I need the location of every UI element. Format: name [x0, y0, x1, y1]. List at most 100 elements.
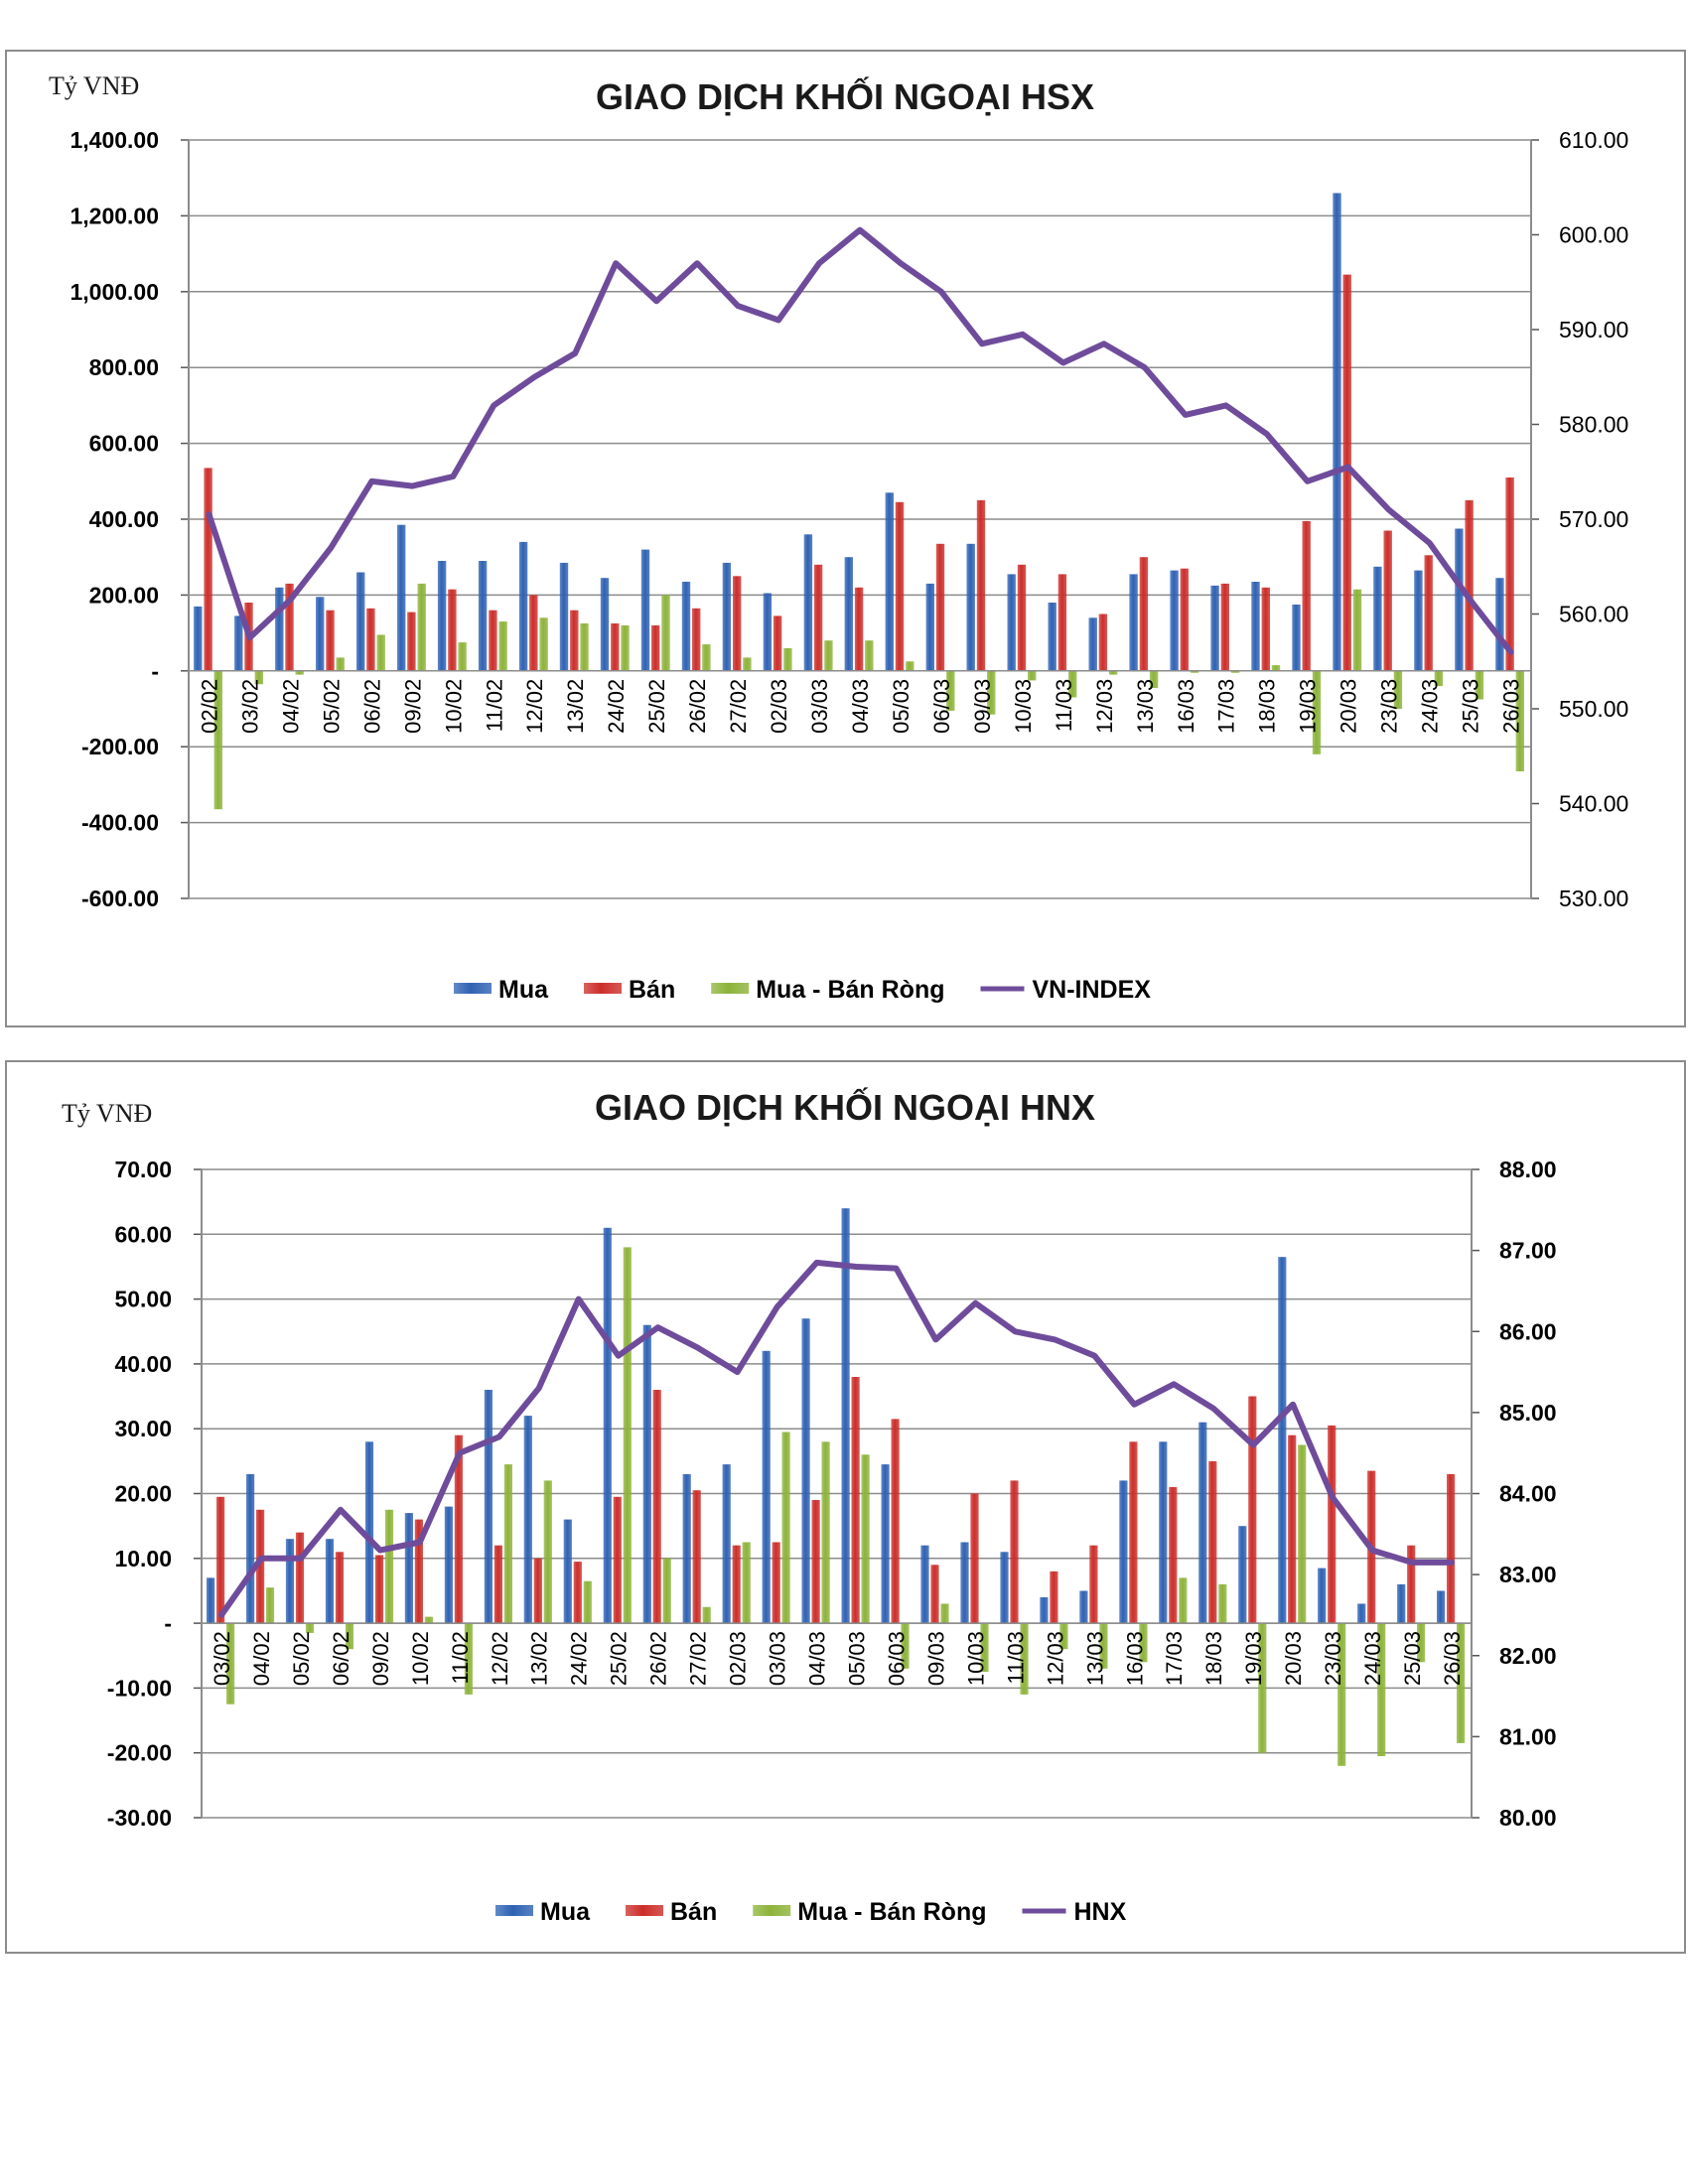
hsx-net-bar — [1190, 670, 1199, 673]
hnx-ban-bar — [1208, 1460, 1217, 1624]
hnx-net-bar — [384, 1509, 394, 1624]
hsx-ban-bar — [204, 468, 212, 671]
hnx-mua-bar — [484, 1390, 492, 1624]
hnx-mua-bar — [1397, 1583, 1406, 1624]
hsx-mua-bar — [1170, 570, 1179, 671]
hnx-net-bar — [1139, 1623, 1148, 1663]
hsx-mua-bar — [559, 562, 569, 671]
hnx-ban-bar — [1328, 1425, 1336, 1624]
hnx-mua-bar — [841, 1208, 850, 1624]
hnx-unit-label: Tỷ VNĐ — [62, 1099, 152, 1128]
hnx-mua-bar — [642, 1324, 651, 1624]
hsx-y2-tick-label: 540.00 — [1559, 791, 1628, 817]
hnx-net-bar — [1258, 1623, 1267, 1753]
hnx-ban-bar — [573, 1562, 582, 1624]
hnx-mua-bar — [563, 1519, 572, 1624]
hnx-net-bar — [1099, 1623, 1108, 1669]
hnx-x-tick-label: 13/02 — [527, 1631, 552, 1686]
hnx-mua-bar — [285, 1539, 295, 1624]
hsx-net-bar — [865, 640, 874, 671]
hsx-x-tick-label: 12/02 — [522, 679, 547, 734]
hnx-legend-swatch-mua — [495, 1905, 533, 1916]
hnx-net-bar — [742, 1542, 751, 1624]
hnx-y-tick-label: 40.00 — [114, 1351, 172, 1377]
hsx-x-tick-label: 13/03 — [1133, 679, 1158, 734]
hnx-x-tick-label: 04/02 — [249, 1631, 274, 1686]
hsx-net-bar — [1149, 670, 1159, 688]
hsx-net-bar — [580, 623, 589, 671]
hsx-ban-bar — [1302, 520, 1311, 671]
hsx-legend-label: VN-INDEX — [1033, 976, 1152, 1004]
hnx-y-tick-label: -10.00 — [107, 1675, 172, 1701]
hnx-ban-bar — [1288, 1434, 1297, 1624]
hnx-x-tick-label: 12/03 — [1043, 1631, 1067, 1686]
hnx-x-tick-label: 18/03 — [1201, 1631, 1226, 1686]
hsx-net-bar — [743, 657, 752, 671]
hsx-mua-bar — [1210, 585, 1219, 671]
hsx-ban-bar — [935, 543, 945, 671]
hnx-mua-bar — [1159, 1441, 1168, 1624]
hsx-x-tick-label: 04/02 — [278, 679, 303, 734]
hsx-x-tick-label: 09/02 — [400, 679, 425, 734]
hnx-net-bar — [623, 1247, 632, 1624]
hsx-net-bar — [1515, 670, 1524, 771]
hnx-x-tick-label: 04/03 — [805, 1631, 830, 1686]
hnx-index-line — [218, 1259, 1455, 1618]
hsx-y-tick-label: 600.00 — [89, 431, 159, 457]
hsx-net-bar — [946, 670, 955, 711]
hnx-net-bar — [980, 1623, 989, 1673]
hnx-ban-bar — [772, 1542, 780, 1624]
hsx-x-tick-label: 04/03 — [848, 679, 873, 734]
hsx-y-tick-label: 1,000.00 — [70, 279, 159, 305]
hnx-mua-bar — [1000, 1552, 1009, 1624]
hnx-mua-bar — [523, 1416, 532, 1624]
hsx-ban-bar — [1139, 557, 1149, 671]
hnx-x-tick-label: 26/02 — [646, 1631, 671, 1686]
hsx-x-tick-label: 19/03 — [1296, 679, 1321, 734]
hnx-x-tick-label: 24/02 — [567, 1631, 592, 1686]
hsx-mua-bar — [803, 534, 813, 671]
hsx-mua-bar — [194, 606, 203, 671]
hnx-x-tick-label: 05/02 — [289, 1631, 314, 1686]
hsx-net-bar — [1312, 670, 1322, 754]
hsx-y-tick-label: -400.00 — [81, 810, 159, 836]
hsx-ban-bar — [611, 623, 620, 671]
hnx-chart-panel: Tỷ VNĐ GIAO DỊCH KHỐI NGOẠI HNX 70.00 60.… — [5, 1060, 1686, 1954]
hnx-ban-bar — [454, 1434, 463, 1624]
hsx-mua-bar — [1007, 574, 1016, 671]
hsx-net-bar — [783, 647, 792, 671]
hnx-net-bar — [1337, 1623, 1346, 1766]
hnx-ban-bar — [493, 1545, 502, 1624]
hnx-mua-bar — [1079, 1590, 1088, 1624]
hsx-x-tick-label: 23/03 — [1377, 679, 1402, 734]
hnx-x-tick-label: 06/03 — [885, 1631, 910, 1686]
hnx-x-tick-label: 25/02 — [607, 1631, 632, 1686]
hnx-ban-bar — [533, 1558, 542, 1624]
hsx-ban-bar — [285, 583, 294, 671]
hnx-y2-tick-label: 80.00 — [1499, 1805, 1557, 1831]
hsx-legend-swatch-ban — [584, 983, 622, 994]
hnx-ban-bar — [891, 1419, 900, 1624]
hnx-mua-bar — [1238, 1526, 1247, 1624]
hsx-legend-label: Mua - Bán Ròng — [756, 976, 944, 1004]
hsx-legend-swatch-net — [711, 983, 750, 994]
hsx-x-tick-label: 12/03 — [1092, 679, 1117, 734]
hsx-mua-bar — [437, 561, 447, 671]
hnx-x-tick-label: 03/02 — [210, 1631, 234, 1686]
hnx-net-bar — [464, 1623, 473, 1695]
hnx-net-bar — [1417, 1623, 1426, 1663]
hnx-net-bar — [940, 1603, 949, 1624]
hsx-y-tick-label: -200.00 — [81, 734, 159, 759]
hsx-net-bar — [1028, 670, 1037, 681]
hnx-legend-label: HNX — [1074, 1898, 1127, 1926]
hnx-ban-bar — [652, 1390, 661, 1624]
hsx-x-tick-label: 26/02 — [685, 679, 710, 734]
hnx-x-tick-label: 13/03 — [1082, 1631, 1107, 1686]
hsx-x-tick-label: 11/03 — [1052, 679, 1076, 732]
hsx-net-bar — [702, 644, 711, 671]
hnx-ban-bar — [1169, 1487, 1178, 1624]
hsx-chart: Tỷ VNĐ GIAO DỊCH KHỐI NGOẠI HSX 1,400.00… — [49, 71, 1628, 1004]
hsx-net-bar — [1271, 665, 1281, 671]
hnx-mua-bar — [960, 1542, 969, 1624]
hsx-x-tick-label: 06/03 — [929, 679, 954, 734]
